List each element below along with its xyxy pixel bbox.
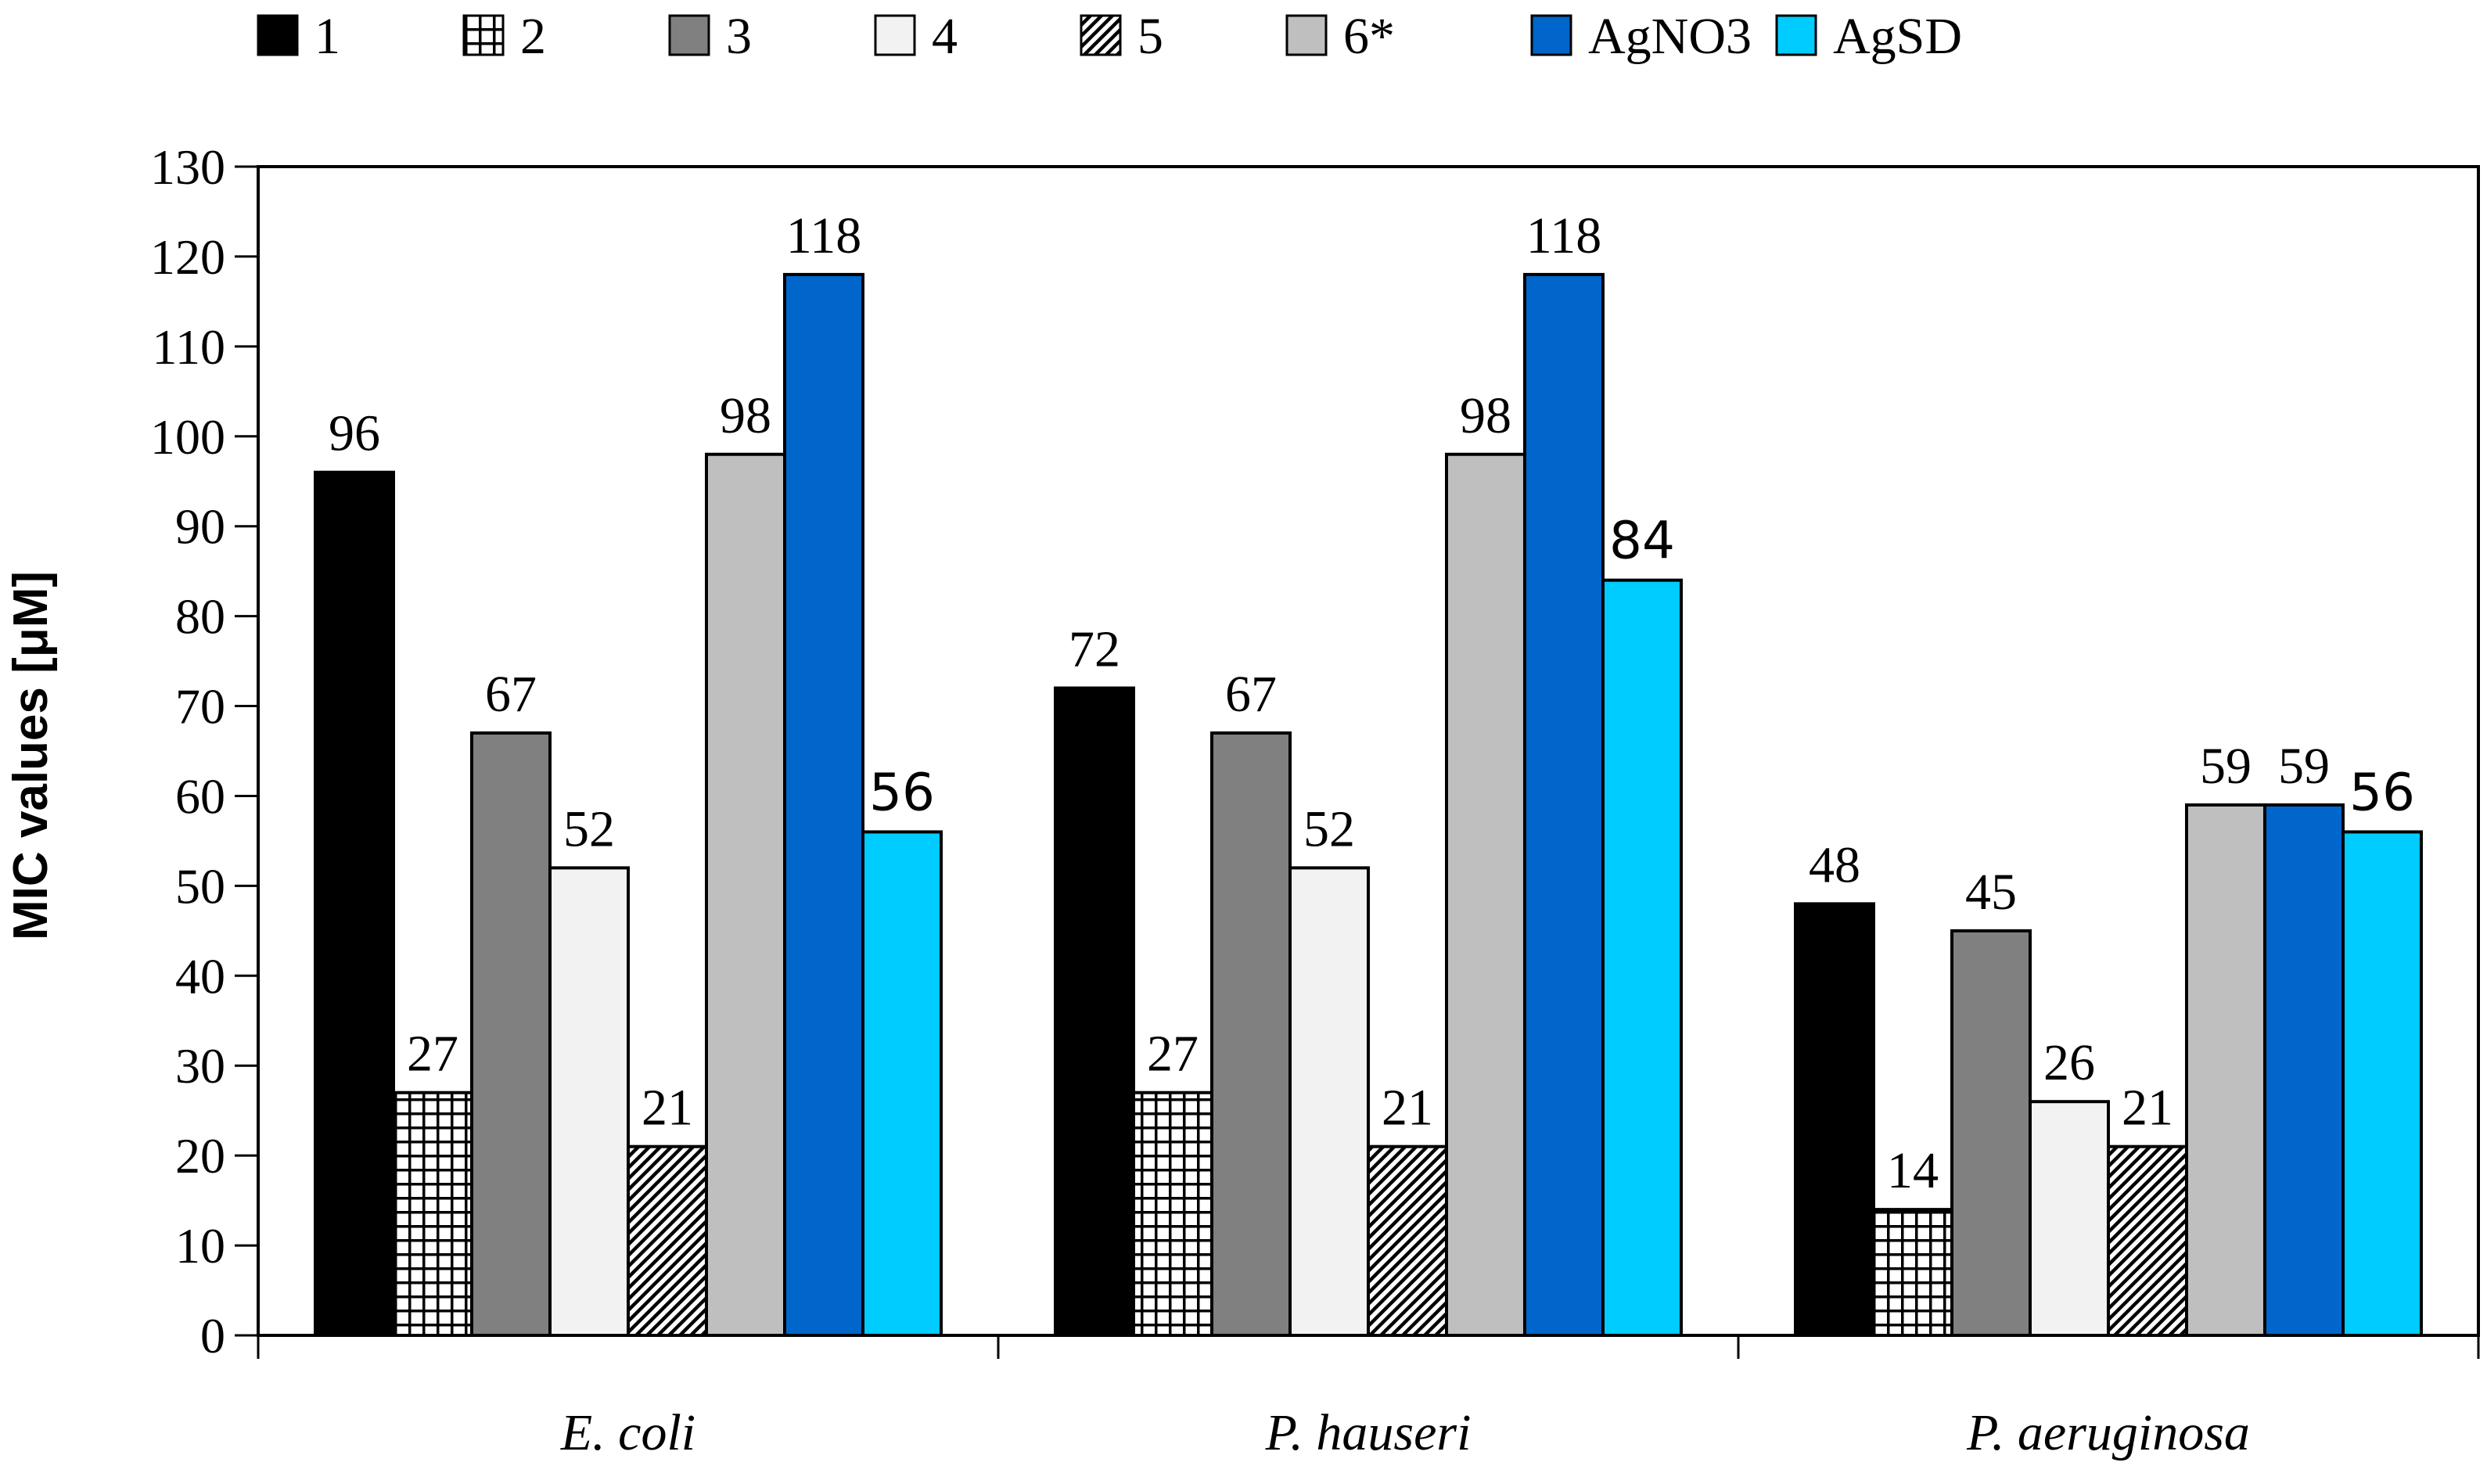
y-tick-label: 130 [150,139,225,195]
legend-swatch [668,14,710,56]
legend-label: 4 [932,8,958,65]
data-label: 21 [2122,1080,2173,1137]
bar [1794,902,1875,1338]
y-tick-label: 10 [175,1218,225,1274]
data-label: 84 [1609,511,1675,571]
data-labels: 96 72 48 27 27 14 67 67 45 52 52 26 21 21 21 98 98 59 118 1… [329,207,2415,1199]
y-tick-label: 0 [200,1308,225,1364]
data-label: 98 [720,387,771,444]
legend: 1 2 3 4 5 6* AgNO3 AgSD [257,8,1962,65]
legend-swatch [1530,14,1572,56]
bar [2107,1144,2188,1337]
data-label: 59 [2200,738,2252,795]
legend-swatch [462,14,505,56]
x-tick-label: P. aeruginosa [1966,1404,2250,1461]
data-label: 48 [1809,836,1860,893]
data-label: 67 [485,666,537,723]
data-label: 59 [2278,738,2330,795]
bar [1523,272,1605,1337]
bar [2185,803,2266,1337]
bar [1601,578,1683,1337]
data-label: 72 [1069,621,1120,678]
data-label: 96 [329,405,380,462]
legend-label: 2 [520,8,546,65]
bar [861,830,943,1337]
legend-label: AgNO3 [1588,8,1752,65]
legend-label: 3 [726,8,752,65]
y-tick-label: 70 [175,679,225,735]
y-tick-label: 20 [175,1128,225,1184]
data-label: 56 [2349,762,2415,822]
data-label: 52 [563,800,615,857]
bar [1872,1208,1953,1337]
y-tick-label: 50 [175,858,225,914]
bar [705,452,786,1337]
bar [1054,686,1135,1337]
bar [2341,830,2423,1337]
legend-swatch [874,14,916,56]
bar [627,1144,708,1337]
y-tick-label: 110 [152,319,225,375]
data-label: 26 [2043,1034,2095,1091]
y-tick-label: 120 [150,229,225,285]
legend-label: 6* [1343,8,1395,65]
y-tick-label: 100 [150,409,225,465]
legend-swatch [257,14,299,56]
data-label: 21 [642,1080,693,1137]
legend-label: 5 [1137,8,1163,65]
data-label: 118 [1526,207,1602,264]
y-tick-label: 80 [175,589,225,645]
bar [1445,452,1526,1337]
data-label: 118 [786,207,862,264]
data-label: 98 [1460,387,1511,444]
legend-label: 1 [314,8,340,65]
bar [392,1091,473,1337]
y-tick-label: 90 [175,499,225,555]
x-tick-label: E. coli [560,1404,695,1461]
y-tick-label: 60 [175,768,225,824]
bars [314,272,2423,1338]
bar [1132,1091,1213,1337]
data-label: 52 [1303,800,1355,857]
bar [783,272,864,1337]
data-label: 45 [1965,864,2017,921]
bar [470,731,552,1337]
y-tick-label: 40 [175,948,225,1004]
bar [1367,1144,1448,1337]
bar [314,470,395,1338]
data-label: 56 [869,762,935,822]
data-label: 67 [1225,666,1277,723]
bar [2263,803,2345,1337]
bar [1288,866,1370,1337]
data-label: 27 [407,1026,458,1083]
legend-label: AgSD [1833,8,1962,65]
bar [1210,731,1292,1337]
legend-swatch [1080,14,1122,56]
y-axis-title: MIC values [μM] [4,571,58,940]
legend-swatch [1775,14,1817,56]
bar [2029,1100,2110,1337]
y-tick-label: 30 [175,1038,225,1094]
x-tick-label: P. hauseri [1265,1404,1472,1461]
axes: 0 10 20 30 40 50 60 70 80 90 100 110 120 130 E. coli P.… [150,139,2480,1461]
bar [548,866,630,1337]
data-label: 14 [1887,1142,1939,1199]
data-label: 27 [1147,1026,1199,1083]
data-label: 21 [1382,1080,1433,1137]
bar [1950,929,2032,1338]
legend-swatch [1285,14,1328,56]
